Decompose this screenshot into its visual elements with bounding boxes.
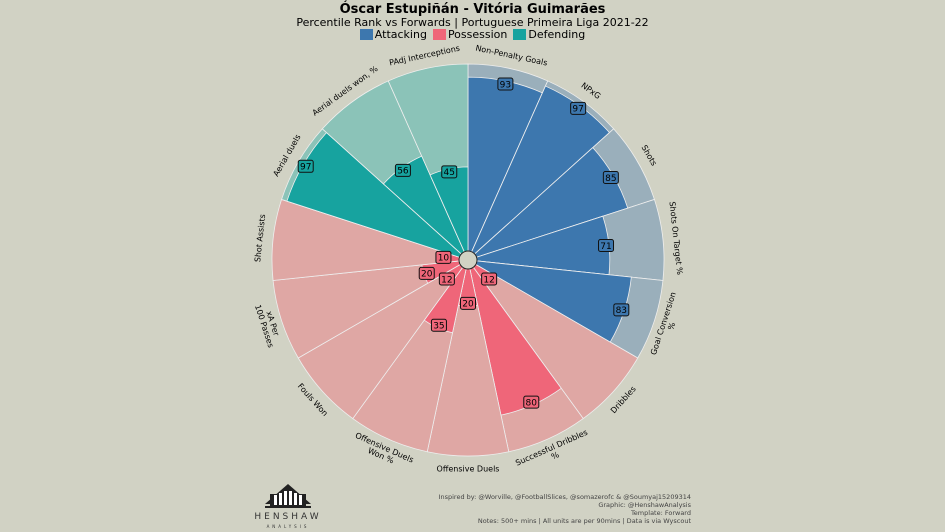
value-badge-box-xa-per-100-passes [418, 266, 435, 280]
value-badge-padj-interceptions: 45 [441, 165, 458, 179]
value-label-npxg: 97 [572, 105, 583, 115]
param-label-non-penalty-goals: Non-Penalty Goals [475, 44, 549, 68]
value-badge-non-penalty-goals: 93 [497, 77, 514, 91]
value-badge-box-npxg [570, 101, 587, 115]
value-label-goal-conversion: 83 [616, 306, 627, 316]
value-badge-box-shots-on-target [598, 238, 615, 252]
value-badge-goal-conversion: 83 [613, 303, 630, 317]
value-badge-box-goal-conversion [613, 303, 630, 317]
param-label-shot-assists: Shot Assists [253, 214, 267, 263]
legend-item-defending: Defending [513, 28, 585, 41]
param-label-offensive-duels: Offensive Duels [437, 465, 500, 474]
legend-item-attacking: Attacking [359, 28, 427, 41]
param-label-npxg: NPxG [579, 81, 602, 101]
value-badge-box-padj-interceptions [441, 165, 458, 179]
value-label-aerial-duels-won: 56 [397, 167, 409, 177]
value-badge-npxg: 97 [570, 101, 587, 115]
legend-label-defending: Defending [528, 28, 586, 41]
footer-notes: Inspired by: @Worville, @FootballSlices,… [439, 493, 691, 525]
chart-subtitle: Percentile Rank vs Forwards | Portuguese… [296, 16, 649, 29]
value-label-non-penalty-goals: 93 [500, 80, 511, 90]
value-label-shots: 85 [605, 174, 616, 184]
value-badge-xa-per-100-passes: 20 [418, 266, 435, 280]
value-badge-aerial-duels: 97 [297, 159, 314, 173]
chart-title: Óscar Estupiñán - Vitória Guimarães [339, 2, 606, 17]
legend-swatch-attacking [359, 29, 373, 40]
value-badge-dribbles: 12 [481, 272, 498, 286]
value-badge-shots: 85 [602, 171, 619, 185]
param-label-shots: Shots [640, 144, 659, 168]
legend: Attacking Possession Defending [0, 28, 945, 41]
legend-item-possession: Possession [432, 28, 508, 41]
value-badge-fouls-won: 12 [438, 272, 455, 286]
footer-line-inspired: Inspired by: @Worville, @FootballSlices,… [438, 493, 691, 501]
logo-building-icon [265, 484, 311, 508]
footer-line-notes: Notes: 500+ mins | All units are per 90m… [477, 517, 691, 525]
value-label-padj-interceptions: 45 [444, 168, 455, 178]
value-badge-successful-dribbles: 80 [523, 395, 540, 409]
value-badge-box-fouls-won [438, 272, 455, 286]
value-badge-box-shots [602, 171, 619, 185]
value-label-offensive-duels-won: 35 [433, 322, 444, 332]
value-badge-box-dribbles [481, 272, 498, 286]
value-label-shots-on-target: 71 [600, 242, 611, 252]
legend-label-attacking: Attacking [374, 28, 427, 41]
param-label-shots-on-target: Shots On Target % [668, 201, 685, 276]
value-label-aerial-duels: 97 [300, 163, 311, 173]
value-badge-shot-assists: 10 [435, 250, 452, 264]
henshaw-logo: HENSHAW ANALYSIS [253, 482, 323, 532]
value-badge-shots-on-target: 71 [598, 238, 615, 252]
value-badge-box-aerial-duels [297, 159, 314, 173]
value-badge-box-shot-assists [435, 250, 452, 264]
legend-swatch-possession [432, 29, 446, 40]
param-label-padj-interceptions: PAdj Interceptions [388, 44, 460, 68]
value-badge-offensive-duels: 20 [460, 296, 476, 310]
value-label-xa-per-100-passes: 20 [421, 270, 433, 280]
logo-sub: ANALYSIS [266, 524, 310, 529]
value-label-successful-dribbles: 80 [526, 398, 538, 408]
value-badge-box-successful-dribbles [523, 395, 540, 409]
center-circle [458, 250, 478, 270]
footer-line-template: Template: Forward [630, 509, 691, 517]
value-badge-box-aerial-duels-won [394, 163, 411, 177]
value-label-offensive-duels: 20 [462, 300, 474, 310]
value-badge-offensive-duels-won: 35 [430, 318, 447, 332]
value-badge-box-offensive-duels [460, 296, 476, 310]
value-badge-box-offensive-duels-won [430, 318, 447, 332]
value-label-shot-assists: 10 [438, 254, 450, 264]
footer-line-graphic: Graphic: @HenshawAnalysis [598, 501, 691, 509]
value-badge-aerial-duels-won: 56 [394, 163, 411, 177]
logo-word: HENSHAW [254, 512, 322, 522]
legend-label-possession: Possession [447, 28, 508, 41]
value-label-fouls-won: 12 [441, 275, 452, 285]
value-badge-box-non-penalty-goals [497, 77, 514, 91]
legend-swatch-defending [513, 29, 527, 40]
value-label-dribbles: 12 [483, 275, 494, 285]
